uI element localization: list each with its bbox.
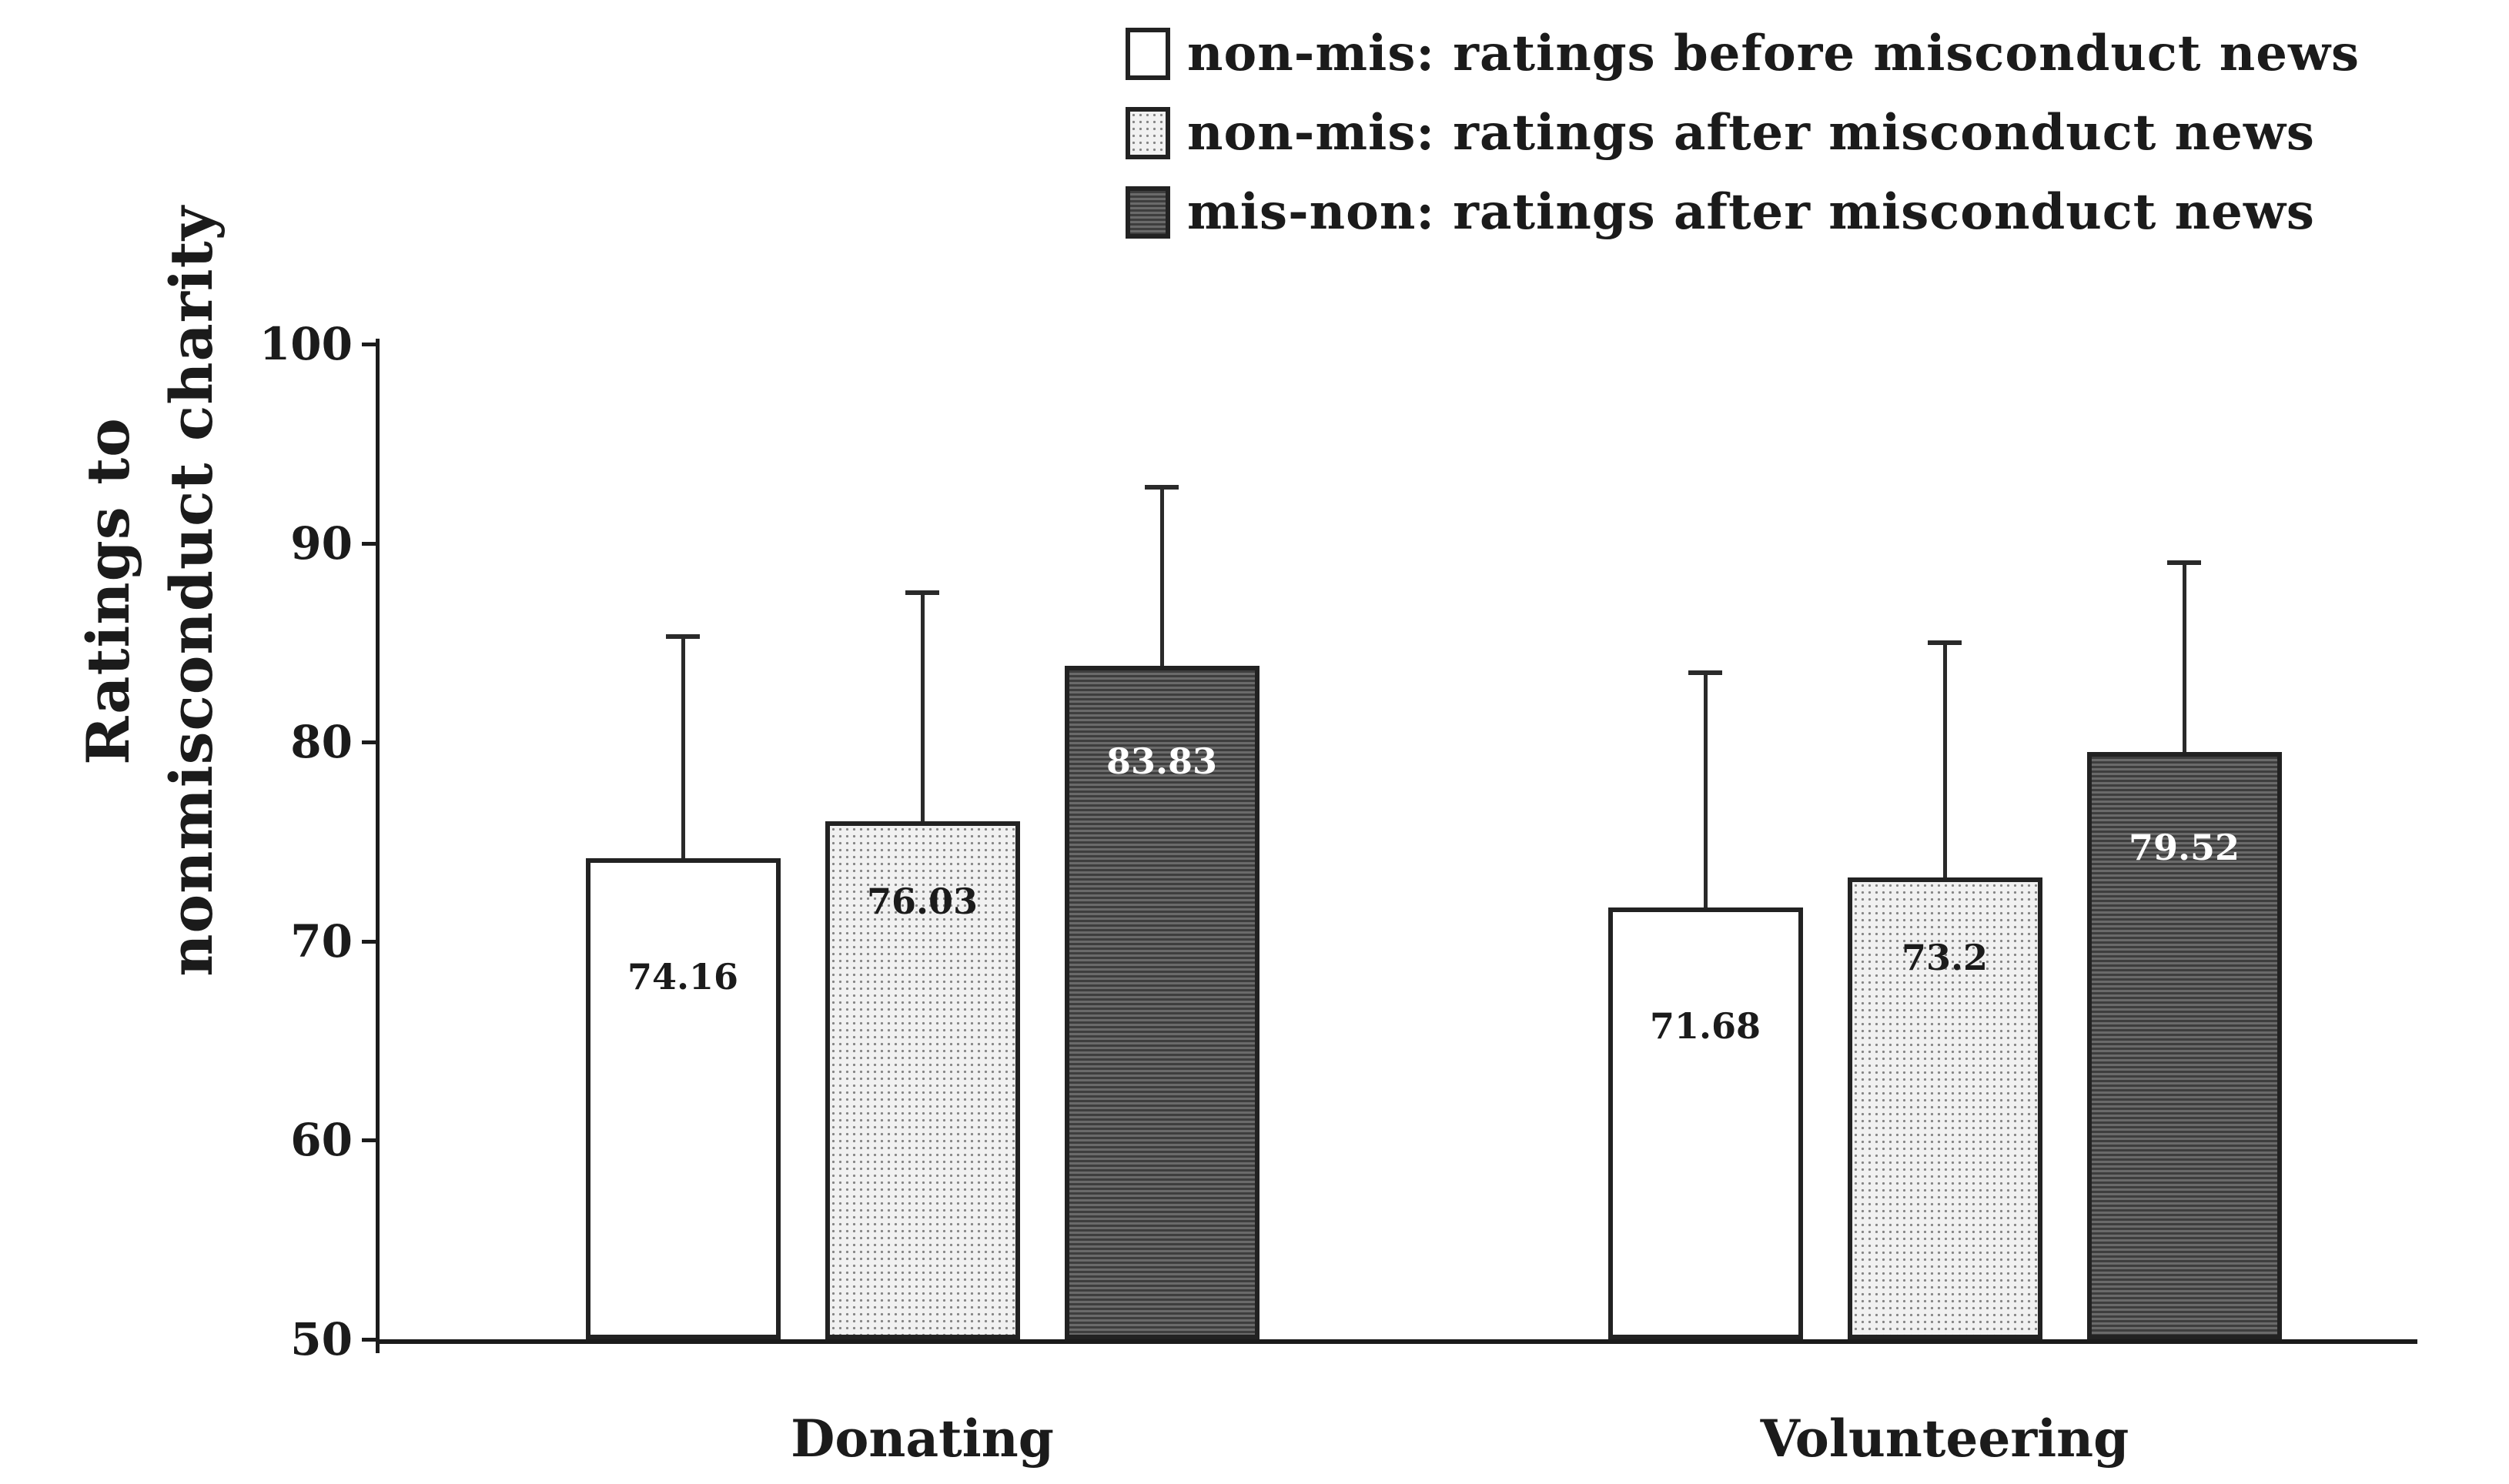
error-bar	[2182, 563, 2186, 752]
legend-label: non-mis: ratings before misconduct news	[1187, 25, 2360, 82]
bar-donating-series3	[1064, 666, 1260, 1339]
y-axis-title-line1: Ratings to	[74, 417, 143, 765]
error-bar-cap	[666, 634, 700, 640]
legend-item: non-mis: ratings after misconduct news	[1126, 93, 2360, 172]
bar-value-label: 74.16	[627, 956, 739, 998]
legend-item: mis-non: ratings after misconduct news	[1126, 172, 2360, 252]
y-axis-tick-label: 100	[259, 318, 353, 370]
error-bar-cap	[1688, 670, 1722, 675]
legend-label: non-mis: ratings after misconduct news	[1187, 104, 2315, 162]
y-axis-tick	[362, 1138, 376, 1143]
y-axis-tick	[362, 343, 376, 346]
bar-value-label: 76.03	[866, 880, 979, 922]
y-axis-tick-label: 80	[290, 716, 353, 769]
bar-volunteering-series2	[1847, 877, 2042, 1339]
legend-marker-icon	[1126, 186, 1170, 239]
bar-donating-series1	[585, 858, 781, 1339]
chart-legend: non-mis: ratings before misconduct news n…	[1126, 14, 2360, 252]
bar-donating-series2	[825, 821, 1020, 1339]
error-bar-cap	[1145, 485, 1179, 490]
bar-value-label: 73.2	[1901, 937, 1989, 979]
y-axis-tick-label: 60	[290, 1114, 353, 1167]
x-axis-category-label: Donating	[791, 1409, 1054, 1469]
legend-marker-icon	[1126, 106, 1170, 159]
y-axis-tick-label: 70	[290, 914, 353, 968]
y-axis-tick	[362, 740, 376, 745]
y-axis-line	[376, 339, 380, 1353]
y-axis-tick-label: 90	[290, 516, 353, 570]
bar-volunteering-series3	[2086, 751, 2282, 1339]
legend-marker-icon	[1126, 27, 1170, 80]
error-bar	[1159, 487, 1164, 667]
x-axis-line	[376, 1339, 2417, 1344]
error-bar-cap	[1928, 640, 1962, 645]
error-bar	[920, 593, 925, 821]
bar-value-label: 71.68	[1649, 1005, 1761, 1048]
y-axis-tick	[362, 1338, 376, 1342]
x-axis-category-label: Volunteering	[1760, 1409, 2129, 1469]
y-axis-tick	[362, 541, 376, 546]
bar-volunteering-series1	[1607, 907, 1803, 1339]
bar-value-label: 83.83	[1106, 740, 1218, 783]
legend-item: non-mis: ratings before misconduct news	[1126, 14, 2360, 93]
error-bar	[1942, 642, 1947, 878]
error-bar-cap	[905, 590, 939, 596]
legend-label: mis-non: ratings after misconduct news	[1187, 183, 2315, 241]
error-bar	[681, 637, 685, 859]
error-bar	[1703, 672, 1708, 908]
bar-value-label: 79.52	[2128, 826, 2240, 868]
error-bar-cap	[2167, 560, 2201, 566]
y-axis-tick	[362, 939, 376, 944]
y-axis-tick-label: 50	[290, 1313, 353, 1365]
